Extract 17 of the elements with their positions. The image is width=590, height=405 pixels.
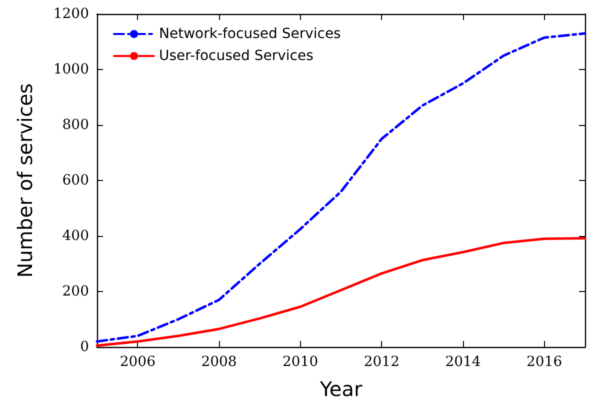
y-tick-label: 200 (62, 284, 89, 300)
y-tick-label: 600 (62, 172, 89, 188)
x-tick-label: 2016 (526, 354, 562, 370)
legend-label: Network-focused Services (159, 26, 341, 42)
x-tick-label: 2010 (282, 354, 318, 370)
legend-label: User-focused Services (159, 48, 314, 64)
x-tick-label: 2014 (445, 354, 481, 370)
x-tick-label: 2006 (120, 354, 156, 370)
y-tick-label: 800 (62, 117, 89, 133)
y-tick-label: 1000 (53, 62, 89, 78)
y-axis-title: Number of services (13, 83, 37, 278)
y-tick-label: 1200 (53, 6, 89, 22)
y-tick-label: 0 (80, 339, 89, 355)
x-axis-title: Year (318, 377, 363, 401)
x-tick-label: 2012 (364, 354, 400, 370)
x-tick-label: 2008 (201, 354, 237, 370)
y-tick-label: 400 (62, 228, 89, 244)
